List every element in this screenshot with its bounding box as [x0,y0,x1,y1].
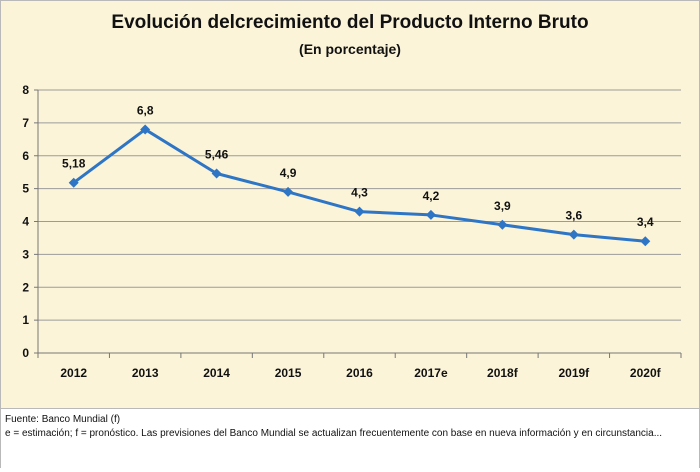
data-point [68,177,79,188]
x-tick-label: 2013 [132,366,159,380]
line-chart: 0 1 2 3 4 5 6 7 8 2012 2013 2014 2015 2016 2017e 2018f 2… [22,83,682,380]
chart-title: Evolución delcrecimiento del Producto In… [111,12,589,33]
data-label: 4,2 [423,189,440,203]
x-tick-label: 2017e [414,366,448,380]
y-tick-label: 2 [22,280,29,294]
legend-note: e = estimación; f = pronóstico. Las prev… [5,428,663,439]
y-tick-label: 5 [22,182,29,196]
data-point [211,168,222,179]
chart-footer: Fuente: Banco Mundial (f) e = estimación… [1,408,699,472]
data-label: 6,8 [137,103,154,117]
data-point [140,124,151,135]
x-tick-label: 2019f [558,366,590,380]
x-tick-label: 2016 [346,366,373,380]
y-tick-label: 6 [22,149,29,163]
x-tick-label: 2012 [60,366,87,380]
data-label: 4,9 [280,166,297,180]
x-tick-label: 2015 [275,366,302,380]
x-tick-label: 2014 [203,366,230,380]
x-tick-label: 2020f [630,366,662,380]
data-label: 3,6 [565,209,582,223]
source-note: Fuente: Banco Mundial (f) [5,414,121,425]
y-tick-label: 7 [22,116,29,130]
data-label: 4,3 [351,186,368,200]
y-tick-label: 3 [22,247,29,261]
data-point [354,206,365,217]
data-point [283,186,294,197]
data-label: 5,46 [205,148,229,162]
chart-area: Evolución delcrecimiento del Producto In… [1,1,699,408]
data-label: 3,9 [494,199,511,213]
data-label: 3,4 [637,215,654,229]
chart-subtitle: (En porcentaje) [299,41,401,57]
data-point [497,219,508,230]
data-label: 5,18 [62,157,86,171]
x-tick-label: 2018f [487,366,519,380]
y-tick-label: 8 [22,83,29,97]
y-tick-label: 4 [22,215,29,229]
y-tick-label: 1 [22,313,29,327]
data-point [568,229,579,240]
y-tick-label: 0 [22,346,29,360]
data-point [425,209,436,220]
data-point [640,236,651,247]
